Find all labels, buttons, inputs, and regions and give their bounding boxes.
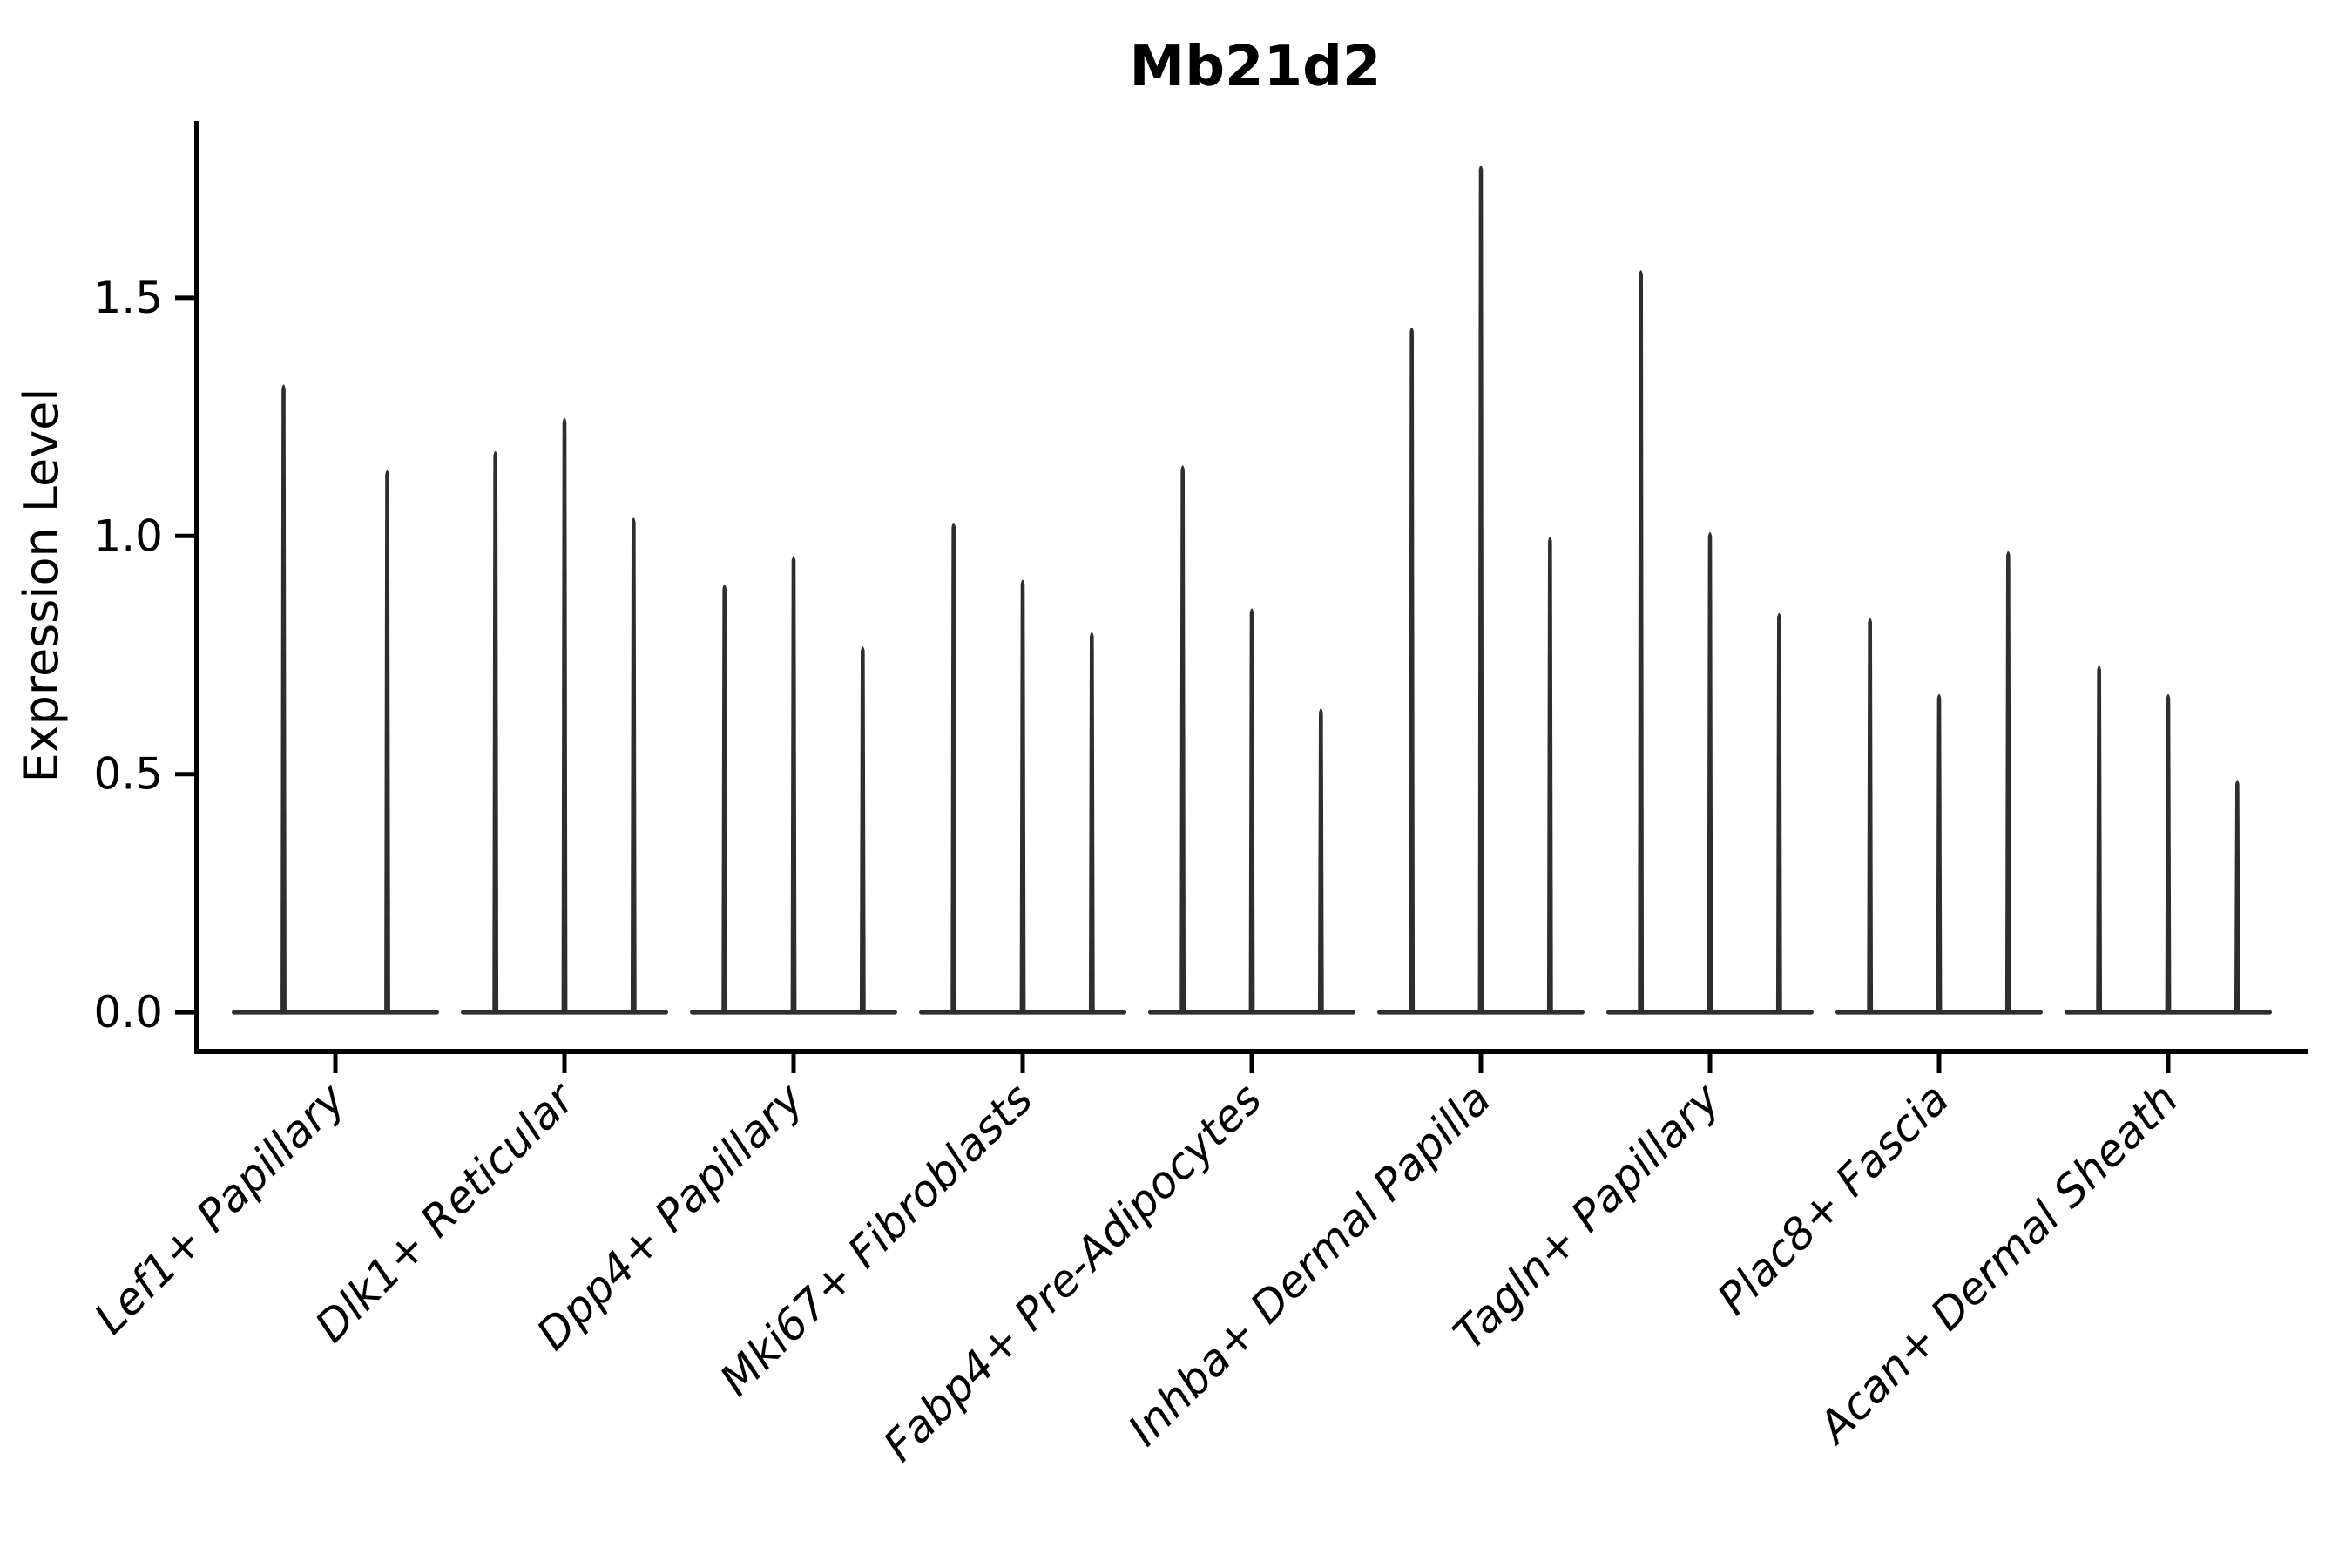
violin-spike xyxy=(1867,618,1874,1013)
y-tick-label: 1.0 xyxy=(93,510,163,561)
violin-spike xyxy=(721,584,728,1013)
violin-spike xyxy=(1546,537,1553,1013)
violin-spike xyxy=(1179,465,1186,1013)
violin-spike xyxy=(1409,327,1416,1013)
violin-spike xyxy=(561,417,568,1013)
violin-spike xyxy=(1019,579,1026,1013)
violin-spike xyxy=(1477,165,1484,1013)
chart-title: Mb21d2 xyxy=(1130,35,1382,99)
violin-spike xyxy=(2096,665,2103,1013)
violin-spike xyxy=(492,450,499,1013)
x-tick-label: Lef1+ Papillary xyxy=(84,1072,355,1343)
violin-spike xyxy=(859,646,866,1013)
violin-spike xyxy=(2165,693,2172,1013)
violin-spike xyxy=(2234,780,2240,1013)
y-tick-label: 0.0 xyxy=(93,987,163,1037)
violin-spike xyxy=(1936,693,1943,1013)
y-axis-label: Expression Level xyxy=(14,389,69,783)
violin-spike xyxy=(2004,551,2011,1013)
violin-baseline xyxy=(232,1010,439,1015)
x-tick-label: Inhba+ Dermal Papilla xyxy=(1119,1073,1500,1455)
y-tick-label: 0.5 xyxy=(93,749,163,800)
violin-spike xyxy=(1248,608,1255,1013)
axes xyxy=(194,121,2308,1054)
violin-spike xyxy=(790,556,797,1013)
violins xyxy=(232,165,2272,1015)
x-tick-label: Fabp4+ Pre-Adipocytes xyxy=(874,1073,1272,1471)
y-axis-ticks: 0.0 0.5 1.0 1.5 xyxy=(93,273,194,1037)
violin-spike xyxy=(1638,270,1645,1013)
y-tick-label: 1.5 xyxy=(93,273,163,323)
x-tick-label: Acan+ Dermal Sheath xyxy=(1808,1073,2188,1454)
violin-spike xyxy=(1707,531,1713,1013)
violin-spike xyxy=(280,384,287,1013)
x-tick-label: Plac8+ Fascia xyxy=(1708,1073,1959,1324)
violin-spike xyxy=(1775,612,1782,1013)
violin-spike xyxy=(950,522,957,1013)
violin-spike xyxy=(630,517,637,1013)
violin-spike xyxy=(1317,708,1324,1013)
violin-spike xyxy=(384,470,390,1013)
violin-spike xyxy=(1088,632,1095,1013)
